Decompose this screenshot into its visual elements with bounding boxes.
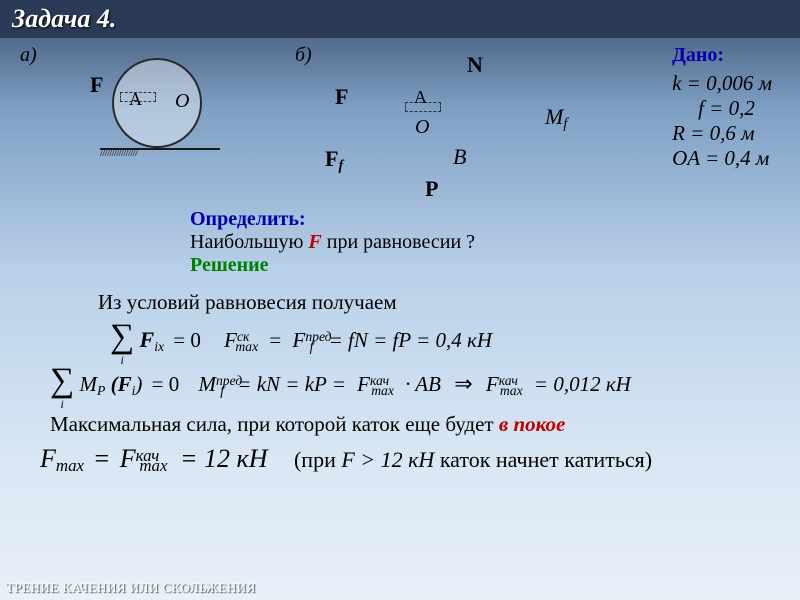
force-F-b: F (335, 84, 348, 110)
given-OA: OA = 0,4 м (672, 146, 772, 171)
ground-hatch-icon: //////////////// (100, 148, 220, 158)
sigma-icon: ∑i (110, 320, 134, 366)
weight-P: P (425, 176, 438, 202)
point-B: B (453, 144, 466, 170)
determine-label: Определить: (190, 208, 306, 230)
center-O-b: O (415, 116, 429, 139)
footer-text: ТРЕНИЕ КАЧЕНИЯ ИЛИ СКОЛЬЖЕНИЯ (6, 580, 256, 596)
sigma-icon-2: ∑i (50, 364, 74, 410)
given-header: Дано: (672, 44, 772, 67)
determine-F: F (308, 231, 321, 253)
diagram-a: а) F A O //////////////// (20, 44, 280, 184)
eq2: ∑i MP (Fi) = 0 Mпредf = kN = kP = Fкачma… (50, 364, 631, 410)
point-a-marker: A (120, 92, 156, 102)
solution-line2: Максимальная сила, при которой каток еще… (50, 412, 565, 437)
determine-text-post: при равновесии ? (322, 231, 475, 253)
friction-force: Ff (325, 146, 343, 175)
point-A-label: A (129, 89, 142, 110)
eq1: ∑i Fix = 0 Fскmax = Fпредf = fN = fP = 0… (110, 320, 492, 366)
point-a-marker-b: A (405, 102, 441, 112)
label-a: а) (20, 44, 37, 67)
title-bar: Задача 4. (0, 0, 800, 38)
force-N: N (467, 52, 483, 78)
solution-label: Решение (190, 254, 475, 277)
center-O-a: O (175, 90, 189, 113)
force-F-a: F (90, 72, 103, 98)
moment-Mf: Mf (545, 104, 567, 133)
page-title: Задача 4. (12, 4, 116, 33)
label-b: б) (295, 44, 312, 67)
solution-line1: Из условий равновесия получаем (98, 290, 397, 315)
point-A-label-b: A (414, 87, 427, 108)
given-f: f = 0,2 (672, 96, 772, 121)
arrow-icon: ⇒ (454, 371, 472, 396)
determine-text-pre: Наибольшую (190, 231, 308, 253)
given-R: R = 0,6 м (672, 121, 772, 146)
determine-block: Определить: Наибольшую F при равновесии … (190, 208, 475, 277)
given-k: k = 0,006 м (672, 71, 772, 96)
diagram-b: б) F N A O Ff B P Mf (295, 44, 575, 204)
eq3: Fmax = Fкачmax = 12 кН (при F > 12 кН ка… (40, 444, 652, 476)
given-block: Дано: k = 0,006 м f = 0,2 R = 0,6 м OA =… (672, 44, 772, 171)
